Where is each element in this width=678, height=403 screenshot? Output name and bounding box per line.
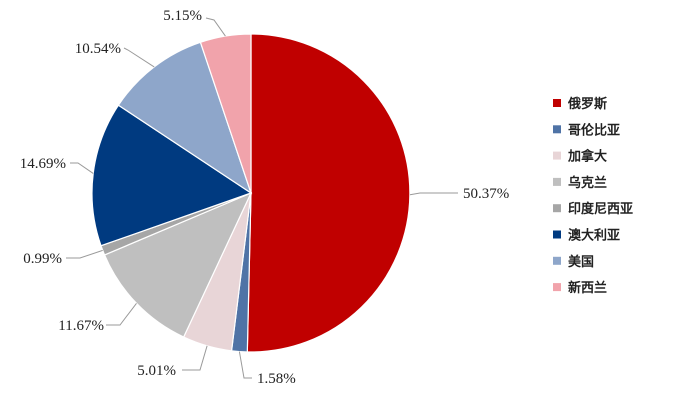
legend-label-1: 哥伦比亚 bbox=[568, 122, 620, 138]
legend-swatch-5 bbox=[553, 230, 561, 239]
percentage-label-4: 0.99% bbox=[23, 251, 62, 267]
pie-slice-7 bbox=[199, 33, 252, 194]
percentage-label-0: 50.37% bbox=[463, 186, 509, 202]
pie-slice-5 bbox=[91, 104, 253, 247]
pie-slice-6 bbox=[117, 41, 253, 195]
leader-line-5 bbox=[70, 162, 94, 174]
legend-label-3: 乌克兰 bbox=[568, 175, 607, 191]
legend-swatch-2 bbox=[553, 151, 561, 160]
pie-slices bbox=[91, 33, 411, 353]
legend-label-2: 加拿大 bbox=[567, 149, 607, 165]
legend-swatch-7 bbox=[553, 283, 561, 292]
percentage-label-5: 14.69% bbox=[20, 156, 66, 172]
legend-label-6: 美国 bbox=[568, 254, 594, 270]
legend-label-4: 印度尼西亚 bbox=[568, 201, 633, 217]
percentage-labels: 50.37% 1.58% 5.01% 11.67% 0.99% 14.69% 10.54% 5… bbox=[20, 8, 510, 387]
legend-label-5: 澳大利亚 bbox=[568, 228, 620, 244]
percentage-label-6: 10.54% bbox=[75, 41, 121, 57]
label-leader-lines bbox=[66, 17, 458, 379]
legend-swatch-1 bbox=[553, 125, 561, 134]
leader-line-1 bbox=[238, 351, 252, 379]
leader-line-3 bbox=[106, 302, 137, 326]
leader-line-2 bbox=[182, 345, 208, 371]
percentage-label-1: 1.58% bbox=[257, 371, 296, 387]
percentage-label-2: 5.01% bbox=[137, 363, 176, 379]
legend-label-0: 俄罗斯 bbox=[567, 96, 607, 112]
legend-swatch-4 bbox=[553, 204, 561, 213]
percentage-label-3: 11.67% bbox=[58, 318, 104, 334]
leader-line-0 bbox=[409, 192, 458, 196]
pie-slice-0 bbox=[246, 33, 411, 353]
legend-label-7: 新西兰 bbox=[568, 280, 607, 296]
legend-swatch-0 bbox=[553, 99, 561, 107]
leader-line-7 bbox=[205, 17, 226, 37]
legend-swatch-3 bbox=[553, 177, 561, 186]
leader-line-4 bbox=[66, 249, 103, 259]
leader-line-6 bbox=[123, 47, 155, 68]
percentage-label-7: 5.15% bbox=[163, 8, 202, 24]
legend-swatch-6 bbox=[553, 256, 561, 265]
